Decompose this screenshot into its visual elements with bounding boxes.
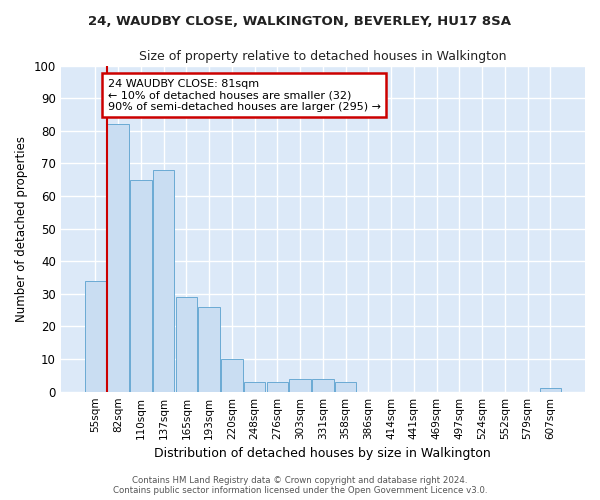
Bar	[335, 382, 356, 392]
Bar	[85, 281, 106, 392]
Bar	[153, 170, 175, 392]
X-axis label: Distribution of detached houses by size in Walkington: Distribution of detached houses by size …	[154, 447, 491, 460]
Bar	[130, 180, 152, 392]
Bar	[244, 382, 265, 392]
Title: Size of property relative to detached houses in Walkington: Size of property relative to detached ho…	[139, 50, 506, 63]
Bar	[312, 378, 334, 392]
Bar	[289, 378, 311, 392]
Text: 24, WAUDBY CLOSE, WALKINGTON, BEVERLEY, HU17 8SA: 24, WAUDBY CLOSE, WALKINGTON, BEVERLEY, …	[89, 15, 511, 28]
Y-axis label: Number of detached properties: Number of detached properties	[15, 136, 28, 322]
Bar	[266, 382, 288, 392]
Text: Contains HM Land Registry data © Crown copyright and database right 2024.
Contai: Contains HM Land Registry data © Crown c…	[113, 476, 487, 495]
Bar	[539, 388, 561, 392]
Bar	[176, 297, 197, 392]
Bar	[198, 307, 220, 392]
Text: 24 WAUDBY CLOSE: 81sqm
← 10% of detached houses are smaller (32)
90% of semi-det: 24 WAUDBY CLOSE: 81sqm ← 10% of detached…	[108, 78, 381, 112]
Bar	[221, 359, 242, 392]
Bar	[107, 124, 129, 392]
